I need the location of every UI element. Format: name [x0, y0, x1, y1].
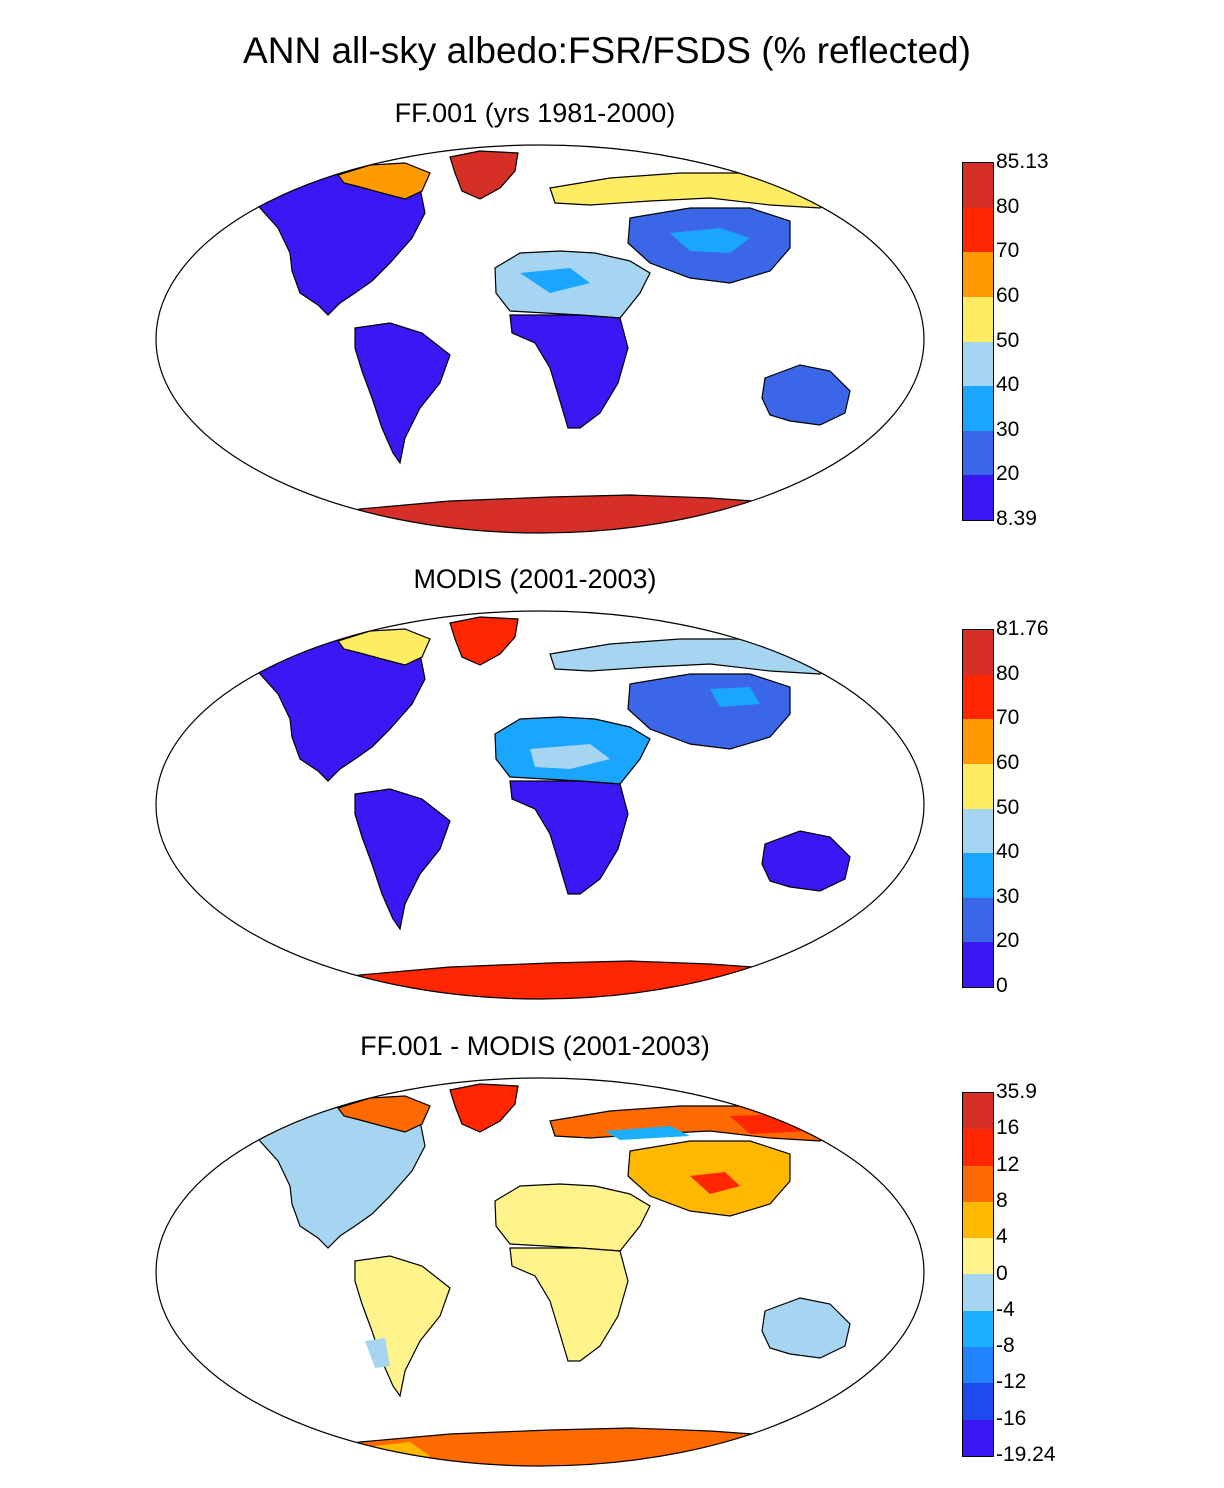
colorbar-tick-label: 50	[996, 795, 1020, 819]
colorbar-tick-label: 81.76	[996, 617, 1049, 640]
colorbar-segment	[963, 1419, 993, 1456]
map-boundary	[155, 1077, 925, 1467]
colorbar-tick-label: -4	[996, 1297, 1015, 1321]
map-obs	[155, 610, 925, 1000]
region-patch	[530, 744, 610, 769]
region-central-asia-tibet	[627, 673, 791, 750]
colorbar-segment	[963, 674, 993, 720]
colorbar-tick-label: 80	[996, 661, 1020, 685]
region-sahara-arabia	[494, 1183, 651, 1252]
colorbar-tick-label: -12	[996, 1370, 1027, 1394]
map-boundary	[155, 610, 925, 1000]
region-siberian-arctic-coast	[549, 172, 842, 209]
colorbar-segment	[963, 808, 993, 854]
colorbar-segment	[963, 1201, 993, 1239]
region-canadian-arctic-archipelago	[337, 1095, 431, 1133]
colorbar-tick-label: 40	[996, 373, 1020, 397]
colorbar-tick-label: 20	[996, 929, 1020, 953]
colorbar-segment	[963, 1093, 993, 1130]
region-patch	[520, 268, 590, 293]
colorbar-tick-label: 40	[996, 840, 1020, 864]
region-antarctica	[290, 1427, 791, 1466]
colorbar-tick-label: 30	[996, 884, 1020, 908]
panel-title-obs: MODIS (2001-2003)	[413, 564, 657, 594]
colorbar-tick-label: 8	[996, 1188, 1008, 1212]
colorbar-tick-label: -19.24	[996, 1443, 1056, 1466]
colorbar-segment	[963, 897, 993, 943]
colorbar-tick-label: 60	[996, 750, 1020, 774]
region-antarctica	[290, 494, 791, 533]
region-australia	[761, 830, 851, 892]
colorbar-segment	[963, 1310, 993, 1348]
colorbar-tick-label: 60	[996, 283, 1020, 307]
colorbar-tick-label: 35.9	[996, 1080, 1037, 1103]
colorbar-segment	[963, 1129, 993, 1166]
region-greenland	[449, 1083, 519, 1133]
colorbar-tick-label: 85.13	[996, 150, 1049, 173]
region-australia	[761, 364, 851, 426]
colorbar-tick-label: 30	[996, 417, 1020, 441]
region-patch	[690, 1172, 740, 1194]
colorbar-segment	[963, 1383, 993, 1420]
region-siberian-arctic-coast	[549, 638, 842, 675]
colorbar-tick-label: 50	[996, 328, 1020, 352]
region-siberian-arctic-coast	[549, 1105, 842, 1142]
region-canadian-arctic-archipelago	[337, 628, 431, 666]
map-diff	[155, 1077, 925, 1467]
colorbar-segment	[963, 1238, 993, 1275]
colorbar-segment	[963, 341, 993, 387]
colorbar-segment	[963, 475, 993, 520]
colorbar-segment	[963, 163, 993, 208]
colorbar-segment	[963, 296, 993, 342]
colorbar-tick-label: -8	[996, 1334, 1015, 1358]
colorbar-tick-label: -16	[996, 1406, 1027, 1430]
region-patch	[330, 1442, 430, 1466]
region-patch	[605, 1126, 690, 1140]
region-antarctica	[290, 960, 791, 999]
colorbar-segment	[963, 1347, 993, 1384]
colorbar-1	[962, 629, 994, 988]
colorbar-segment	[963, 630, 993, 675]
colorbar-tick-label: 80	[996, 194, 1020, 218]
region-greenland	[449, 150, 519, 200]
region-patch	[365, 1338, 390, 1368]
region-africa-south-of-sahara	[509, 1247, 629, 1362]
colorbar-segment	[963, 942, 993, 987]
region-africa-south-of-sahara	[509, 780, 629, 895]
colorbar-segment	[963, 386, 993, 431]
region-patch	[710, 687, 760, 707]
colorbar-segment	[963, 1274, 993, 1311]
panel-title-model: FF.001 (yrs 1981-2000)	[394, 98, 676, 128]
colorbar-segment	[963, 719, 993, 764]
colorbar-tick-label: 8.39	[996, 507, 1037, 530]
colorbar-tick-label: 0	[996, 974, 1008, 997]
region-south-america	[354, 788, 451, 931]
map-model	[155, 144, 925, 534]
figure-title: ANN all-sky albedo:FSR/FSDS (% reflected…	[243, 30, 971, 71]
colorbar-tick-label: 4	[996, 1225, 1008, 1249]
panel-title-diff: FF.001 - MODIS (2001-2003)	[360, 1031, 710, 1061]
colorbar-tick-label: 20	[996, 462, 1020, 486]
colorbar-0	[962, 162, 994, 521]
region-greenland	[449, 616, 519, 666]
region-south-america	[354, 1255, 451, 1398]
colorbar-tick-label: 12	[996, 1152, 1020, 1176]
colorbar-tick-label: 0	[996, 1261, 1008, 1285]
colorbar-segment	[963, 252, 993, 297]
region-patch	[670, 228, 750, 253]
region-australia	[761, 1297, 851, 1359]
colorbar-segment	[963, 1165, 993, 1202]
colorbar-segment	[963, 853, 993, 898]
colorbar-tick-label: 70	[996, 239, 1020, 263]
colorbar-2	[962, 1092, 994, 1457]
region-canadian-arctic-archipelago	[337, 162, 431, 200]
colorbar-tick-label: 16	[996, 1116, 1020, 1140]
region-south-america	[354, 322, 451, 465]
colorbar-segment	[963, 207, 993, 253]
colorbar-segment	[963, 763, 993, 809]
colorbar-tick-label: 70	[996, 706, 1020, 730]
region-africa-south-of-sahara	[509, 314, 629, 429]
colorbar-segment	[963, 430, 993, 476]
map-boundary	[155, 144, 925, 534]
